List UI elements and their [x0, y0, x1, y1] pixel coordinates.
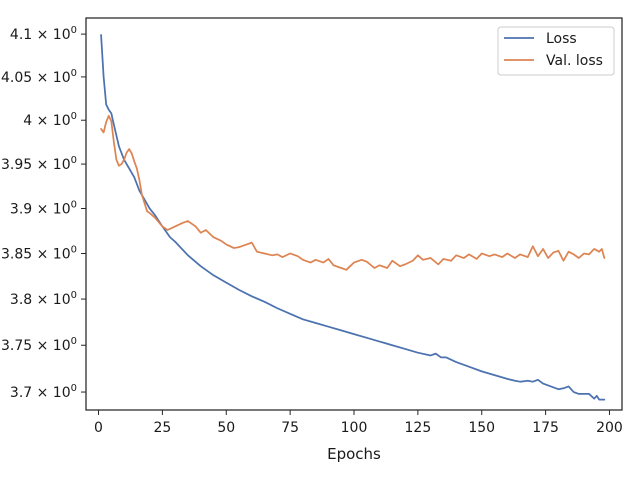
series-layer: [100, 34, 606, 401]
x-axis: 0 25 50 75 100 125 150 175 200: [94, 410, 623, 436]
x-tick-label: 175: [532, 420, 559, 436]
legend-label-val-loss: Val. loss: [546, 53, 603, 69]
x-tick-label: 150: [468, 420, 495, 436]
series-line-val-loss: [100, 114, 606, 271]
legend-box: [497, 26, 615, 76]
y-tick-label: 3.95 × 100: [1, 155, 77, 173]
y-tick-label: 3.75 × 100: [1, 336, 77, 354]
y-tick-label: 4 × 100: [23, 111, 77, 129]
y-tick-label: 3.9 × 100: [10, 199, 77, 217]
x-tick-label: 50: [217, 420, 235, 436]
x-tick-label: 100: [341, 420, 368, 436]
y-tick-label: 3.85 × 100: [1, 244, 77, 262]
x-tick-label: 200: [596, 420, 623, 436]
legend-label-loss: Loss: [546, 31, 577, 47]
x-tick-label: 125: [405, 420, 432, 436]
y-axis: 3.7 × 100 3.75 × 100 3.8 × 100 3.85 × 100 3.…: [1, 25, 86, 401]
x-axis-label: Epochs: [327, 445, 381, 463]
x-tick-label: 0: [94, 420, 103, 436]
y-tick-label: 3.7 × 100: [10, 383, 77, 401]
x-tick-label: 75: [281, 420, 299, 436]
y-tick-label: 4.05 × 100: [1, 68, 77, 86]
y-tick-label: 3.8 × 100: [10, 290, 77, 308]
y-tick-label: 4.1 × 100: [10, 25, 77, 43]
legend: Loss Val. loss: [497, 26, 615, 76]
x-tick-label: 25: [153, 420, 171, 436]
